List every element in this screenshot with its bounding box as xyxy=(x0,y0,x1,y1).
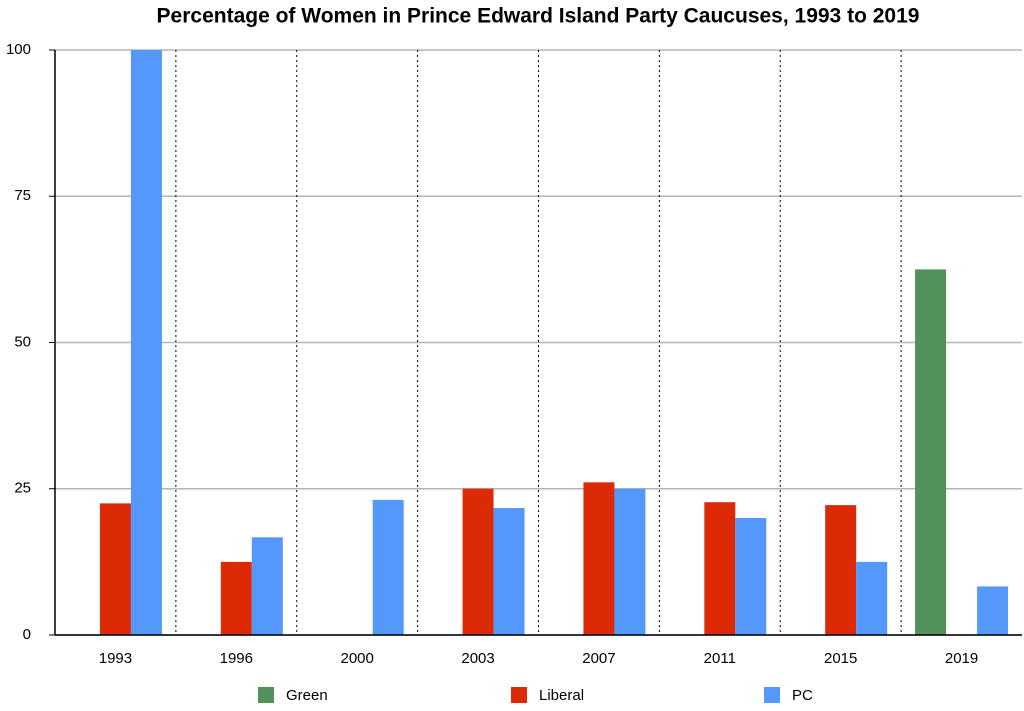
legend-label: PC xyxy=(792,687,813,704)
y-tick-label: 75 xyxy=(14,187,31,204)
x-tick-label: 2011 xyxy=(704,650,736,667)
x-tick-label: 1996 xyxy=(220,650,253,667)
y-tick-label: 25 xyxy=(14,480,31,497)
y-tick-label: 100 xyxy=(6,41,31,58)
x-tick-label: 2007 xyxy=(582,650,615,667)
bar xyxy=(251,537,283,635)
bar xyxy=(735,518,767,635)
y-tick-label: 0 xyxy=(23,626,31,643)
x-tick-label: 2003 xyxy=(461,650,494,667)
bar xyxy=(130,50,162,635)
bar xyxy=(583,482,615,635)
x-tick-label: 1993 xyxy=(99,650,132,667)
bar xyxy=(220,561,252,635)
bar xyxy=(856,561,888,635)
y-tick-label: 50 xyxy=(14,333,31,350)
bar xyxy=(977,586,1009,635)
legend-swatch xyxy=(764,687,780,703)
legend-swatch xyxy=(511,687,527,703)
x-tick-label: 2019 xyxy=(945,650,978,667)
legend-swatch xyxy=(258,687,274,703)
chart-title: Percentage of Women in Prince Edward Isl… xyxy=(157,5,920,28)
bar xyxy=(372,499,404,635)
bar xyxy=(99,503,131,635)
bar xyxy=(825,505,857,635)
bar xyxy=(704,502,736,635)
x-tick-label: 2015 xyxy=(824,650,857,667)
legend-label: Liberal xyxy=(539,687,584,704)
bar xyxy=(493,508,525,635)
bar xyxy=(915,269,947,635)
bar xyxy=(462,488,494,635)
x-tick-label: 2000 xyxy=(341,650,374,667)
legend-label: Green xyxy=(286,687,328,704)
bar xyxy=(614,488,646,635)
